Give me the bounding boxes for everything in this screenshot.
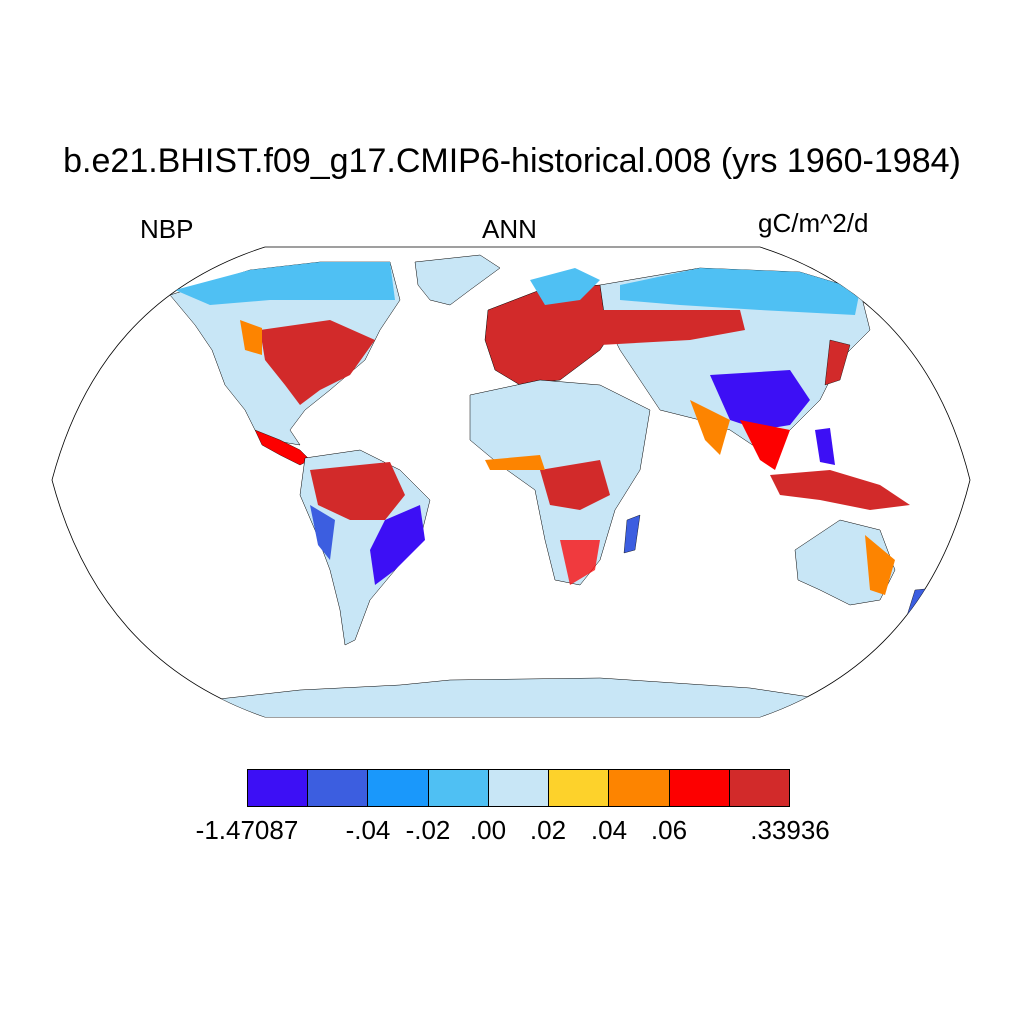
colorbar <box>247 769 790 807</box>
season-label: ANN <box>482 214 537 244</box>
colorbar-tick-label: .33936 <box>750 815 830 845</box>
se-asia-mixed <box>740 420 790 470</box>
sa-blue-east <box>370 505 425 585</box>
sa-blue-west <box>310 505 335 560</box>
colorbar-swatch <box>729 770 789 806</box>
colorbar-swatch <box>308 770 369 806</box>
antarctica <box>189 677 841 717</box>
colorbar-tick-label: .00 <box>469 815 507 845</box>
indonesia <box>770 470 910 510</box>
amazon-red <box>310 462 405 520</box>
variable-label: NBP <box>140 214 194 244</box>
philippines <box>815 428 835 465</box>
colorbar-tick-label: -.04 <box>345 815 391 845</box>
africa-south <box>560 540 600 585</box>
colorbar-swatch <box>609 770 670 806</box>
madagascar <box>623 514 641 554</box>
scandinavia <box>530 268 600 305</box>
siberia-blue <box>620 268 860 315</box>
colorbar-swatch <box>488 770 550 806</box>
colorbar-swatch <box>669 770 730 806</box>
australia-east-red <box>865 535 895 595</box>
na-east-orange <box>240 320 262 355</box>
east-asia-blue <box>710 370 810 430</box>
na-east-red <box>260 320 375 405</box>
japan <box>824 339 851 386</box>
india-orange <box>690 400 730 455</box>
colorbar-tick-label: .04 <box>590 815 628 845</box>
colorbar-tick-label: .02 <box>529 815 567 845</box>
colorbar-tick-label: .06 <box>650 815 688 845</box>
colorbar-tick-label: -.02 <box>405 815 451 845</box>
colorbar-swatch <box>428 770 489 806</box>
na-arctic-blue <box>175 262 395 305</box>
africa-sahel <box>485 455 545 470</box>
colorbar-tick-label: -1.47087 <box>195 815 299 845</box>
colorbar-swatch <box>248 770 309 806</box>
colorbar-swatch <box>549 770 610 806</box>
russia-red <box>560 310 745 345</box>
plot-title: b.e21.BHIST.f09_g17.CMIP6-historical.008… <box>63 142 961 180</box>
units-label: gC/m^2/d <box>758 208 869 238</box>
africa-red <box>540 460 610 510</box>
colorbar-swatch <box>368 770 429 806</box>
greenland <box>414 254 501 306</box>
